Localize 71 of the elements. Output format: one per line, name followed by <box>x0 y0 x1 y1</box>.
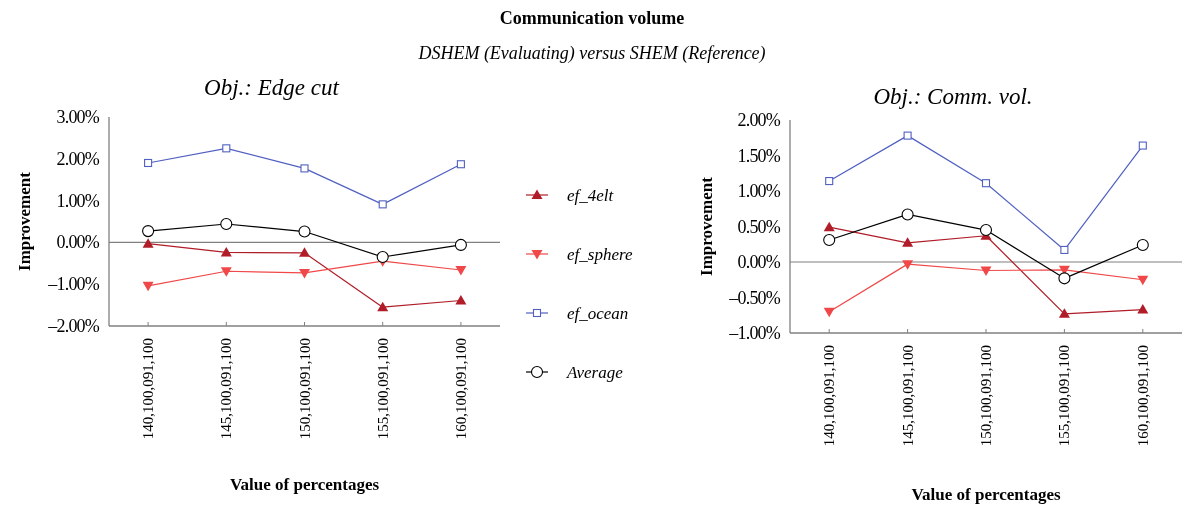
legend-label: ef_4elt <box>567 185 615 205</box>
y-tick-label: –2.00% <box>47 316 100 336</box>
x-tick-label: 155,100,091,100 <box>374 338 391 440</box>
point <box>142 238 154 248</box>
point <box>902 260 914 270</box>
y-tick-label: –1.00% <box>728 323 781 343</box>
text: Communication volume <box>499 8 685 28</box>
legend-label: ef_ocean <box>567 303 629 323</box>
point <box>901 208 914 221</box>
point <box>823 307 835 318</box>
x-tick-label: 140,100,091,100 <box>821 345 838 447</box>
point <box>220 267 232 277</box>
point <box>142 225 155 238</box>
x-tick-label: 145,100,091,100 <box>218 338 235 440</box>
x-tick-label: 150,100,091,100 <box>978 345 994 447</box>
point <box>299 268 310 279</box>
y-tick-label: 0.00% <box>56 232 100 253</box>
point <box>981 179 991 188</box>
point <box>823 221 835 232</box>
x-tick-label: 145,100,091,100 <box>899 345 916 447</box>
point <box>902 237 914 247</box>
x-tick-label: 155,100,091,100 <box>1056 345 1073 447</box>
x-tick-label: 140,100,091,100 <box>140 338 157 440</box>
y-tick-label: 1.00% <box>56 190 100 211</box>
point <box>455 295 467 305</box>
point <box>1060 245 1069 254</box>
point <box>1058 272 1071 285</box>
point <box>1137 304 1149 314</box>
point <box>1136 238 1149 252</box>
point <box>300 164 309 173</box>
point <box>1058 308 1070 318</box>
point <box>144 158 153 168</box>
point <box>378 200 387 209</box>
y-axis-title: Improvement <box>696 176 716 276</box>
legend-label: Average <box>566 362 624 382</box>
point <box>823 233 836 247</box>
point <box>222 144 231 153</box>
chart-title: Obj.: Edge cut <box>204 75 340 100</box>
text: DSHEM (Evaluating) versus SHEM (Reference) <box>417 43 766 64</box>
x-axis-title: Value of percentages <box>911 485 1061 504</box>
point <box>825 177 834 186</box>
point <box>454 238 467 251</box>
x-tick-label: 160,100,091,100 <box>1134 345 1151 447</box>
y-tick-label: 0.00% <box>737 252 781 272</box>
y-tick-label: –0.50% <box>728 287 781 308</box>
point <box>220 246 232 257</box>
point <box>142 281 154 292</box>
y-tick-label: 0.50% <box>737 216 781 237</box>
chart-title: Obj.: Comm. vol. <box>873 84 1033 109</box>
point <box>299 247 310 257</box>
x-axis-title: Value of percentages <box>229 475 380 494</box>
y-tick-label: 2.00% <box>56 148 100 169</box>
x-tick-label: 160,100,091,100 <box>452 338 469 440</box>
point <box>1137 275 1149 286</box>
y-tick-label: 1.00% <box>737 181 781 201</box>
point <box>903 131 912 140</box>
point <box>298 225 311 238</box>
point <box>456 160 465 169</box>
y-tick-label: 1.50% <box>737 145 781 166</box>
y-tick-label: –1.00% <box>47 274 100 295</box>
point <box>377 301 389 312</box>
x-tick-label: 150,100,091,100 <box>296 338 313 440</box>
legend-label: ef_sphere <box>567 244 633 264</box>
point <box>376 250 389 264</box>
point <box>455 265 467 276</box>
y-tick-label: 3.00% <box>56 107 100 127</box>
y-axis-title: Improvement <box>14 171 34 271</box>
y-tick-label: 2.00% <box>737 110 781 130</box>
point <box>1138 141 1147 150</box>
point <box>979 224 993 237</box>
point <box>220 217 233 231</box>
